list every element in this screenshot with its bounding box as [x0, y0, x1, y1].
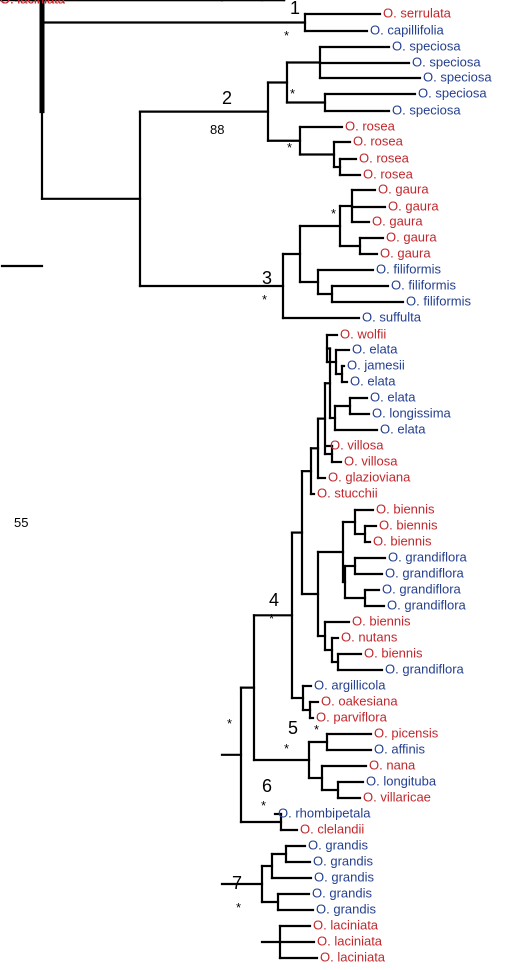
taxon-label: O. grandis [312, 885, 372, 900]
taxon-label: O. longituba [366, 773, 437, 788]
taxon-label: O. biennis [373, 533, 432, 548]
support-value-clade-2: 88 [210, 122, 224, 137]
taxon-label: O. laciniata [0, 0, 66, 6]
taxon-label: O. grandis [313, 853, 373, 868]
taxon-label: O. argillicola [314, 677, 386, 692]
taxon-label: O. nutans [341, 629, 398, 644]
taxon-label: O. villosa [330, 437, 384, 452]
taxon-label: O. speciosa [392, 38, 461, 53]
clade-label-5: 5 [288, 718, 298, 738]
taxon-label: O. grandiflora [387, 597, 467, 612]
support-star: * [331, 206, 336, 221]
taxon-label: O. suffulta [362, 309, 422, 324]
support-star: * [287, 140, 292, 155]
taxon-label: O. capillifolia [370, 22, 444, 37]
support-value-root: 55 [14, 515, 28, 530]
clade-label-4: 4 [269, 590, 279, 610]
taxon-label: O. speciosa [418, 85, 487, 100]
clade-label-1: 1 [290, 0, 300, 18]
taxon-label: O. filiformis [406, 293, 472, 308]
taxon-label: O. laciniata [320, 949, 386, 964]
support-star: * [236, 900, 241, 915]
taxon-label: O. grandis [308, 837, 368, 852]
taxon-label: O. gaura [380, 245, 431, 260]
taxon-label: O. grandiflora [388, 549, 468, 564]
support-star: * [284, 741, 289, 756]
taxon-label: O. gaura [388, 198, 439, 213]
taxon-label: O. laciniata [0, 0, 66, 6]
taxon-label: O. jamesii [347, 357, 405, 372]
support-star: * [261, 798, 266, 813]
taxon-label: O. biennis [376, 501, 435, 516]
taxon-label: O. glazioviana [328, 469, 411, 484]
taxon-label: O. filiformis [391, 277, 457, 292]
clade-label-2: 2 [222, 88, 232, 108]
taxon-label: O. filiformis [376, 261, 442, 276]
support-star: * [262, 292, 267, 307]
taxon-label: O. grandiflora [382, 581, 462, 596]
taxon-label: O. rosea [353, 133, 404, 148]
taxon-label: O. speciosa [423, 69, 492, 84]
taxon-label: O. oakesiana [321, 693, 398, 708]
clade-label-7: 7 [232, 873, 242, 893]
support-star: * [227, 716, 232, 731]
taxon-label: O. speciosa [392, 102, 461, 117]
taxon-label: O. villosa [344, 453, 398, 468]
taxon-label: O. laciniata [317, 933, 383, 948]
clade-label-3: 3 [262, 268, 272, 288]
taxon-label: O. grandiflora [385, 661, 465, 676]
taxon-label: O. wolfii [340, 326, 386, 341]
taxon-label: O. gaura [372, 213, 423, 228]
taxon-label: O. villaricae [363, 789, 431, 804]
taxon-label: O. stucchii [317, 485, 378, 500]
taxon-label: O. nana [369, 757, 416, 772]
taxon-label: O. gaura [378, 181, 429, 196]
taxon-label: O. rosea [363, 166, 414, 181]
taxon-label: O. biennis [364, 645, 423, 660]
taxon-label: O. biennis [352, 613, 411, 628]
taxon-label: O. clelandii [300, 821, 364, 836]
tree-branches [0, 0, 422, 960]
taxon-label: O. rhombipetala [278, 805, 371, 820]
taxon-label: O. laciniata [0, 0, 66, 6]
taxon-label: O. rosea [359, 150, 410, 165]
support-star: * [269, 611, 274, 626]
taxon-label: O. elata [352, 341, 398, 356]
taxon-label: O. rosea [345, 118, 396, 133]
taxon-label: O. elata [350, 373, 396, 388]
support-star: * [314, 722, 319, 737]
taxon-label: O. grandiflora [385, 565, 465, 580]
taxon-label: O. serrulata [383, 5, 452, 20]
taxon-label: O. biennis [379, 517, 438, 532]
clade-label-6: 6 [262, 776, 272, 796]
taxon-label: O. parviflora [316, 709, 388, 724]
taxon-label: O. grandis [314, 869, 374, 884]
taxon-label: O. laciniata [313, 917, 379, 932]
taxon-label: O. speciosa [412, 54, 481, 69]
taxon-label: O. gaura [386, 229, 437, 244]
taxon-label: O. affinis [374, 741, 426, 756]
taxon-label: O. longissima [372, 405, 452, 420]
support-star: * [290, 86, 295, 101]
support-star: * [284, 28, 289, 43]
taxon-label: O. grandis [316, 901, 376, 916]
taxon-label: O. elata [380, 421, 426, 436]
annotations: 1 2 3 4 5 6 7 88 55 * * * * * * * * * * … [14, 0, 336, 915]
taxon-label: O. elata [370, 389, 416, 404]
taxon-label: O. picensis [374, 725, 439, 740]
